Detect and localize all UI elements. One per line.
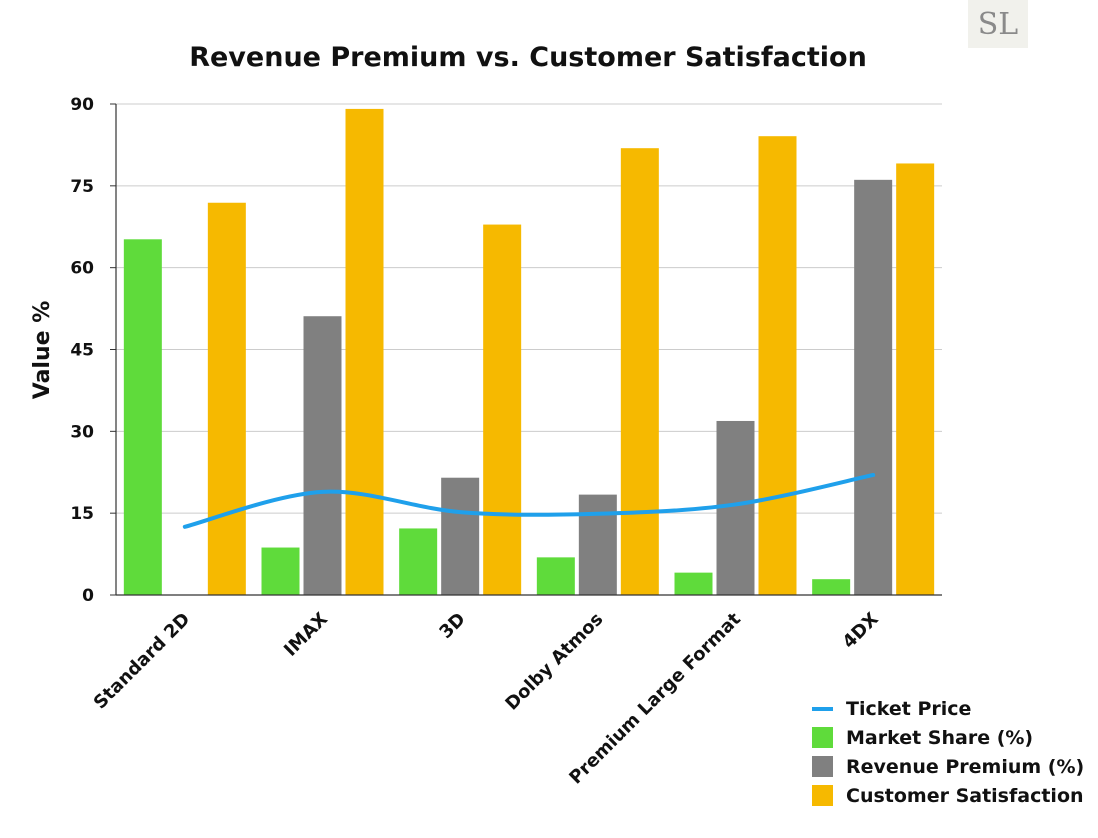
y-tick-label: 45 xyxy=(70,341,94,361)
bar xyxy=(441,477,480,595)
logo: SL xyxy=(968,0,1028,48)
y-tick-label: 15 xyxy=(70,504,94,524)
y-tick-label: 0 xyxy=(82,586,94,606)
bars xyxy=(123,108,935,596)
bar xyxy=(207,202,246,596)
legend-label: Market Share (%) xyxy=(846,726,1034,749)
legend: Ticket Price Market Share (%) Revenue Prem… xyxy=(812,694,1084,810)
legend-item: Customer Satisfaction xyxy=(812,781,1084,810)
bar xyxy=(620,148,659,595)
logo-text: SL xyxy=(977,6,1019,42)
bar xyxy=(261,547,300,595)
x-tick-label: 4DX xyxy=(839,609,883,653)
bar xyxy=(536,557,575,595)
legend-item: Market Share (%) xyxy=(812,723,1084,752)
y-tick-label: 90 xyxy=(70,95,94,115)
legend-item: Ticket Price xyxy=(812,694,1084,723)
x-tick-label: IMAX xyxy=(280,609,332,661)
legend-label: Ticket Price xyxy=(846,697,972,720)
axes xyxy=(115,104,942,596)
y-tick-label: 75 xyxy=(70,177,94,197)
ticket-price-line xyxy=(182,472,876,529)
y-tick-labels: 0 15 30 45 60 75 90 xyxy=(70,95,94,606)
bar xyxy=(854,179,893,596)
bar xyxy=(345,108,384,595)
bar xyxy=(399,528,438,595)
bar xyxy=(123,239,162,595)
chart-title: Revenue Premium vs. Customer Satisfactio… xyxy=(189,42,867,73)
legend-swatch xyxy=(812,785,833,806)
y-tick-label: 60 xyxy=(70,259,94,279)
bar xyxy=(758,136,797,595)
legend-item: Revenue Premium (%) xyxy=(812,752,1084,781)
bar xyxy=(578,494,617,595)
legend-label: Customer Satisfaction xyxy=(846,784,1084,807)
legend-label: Revenue Premium (%) xyxy=(846,755,1085,778)
x-tick-label: Dolby Atmos xyxy=(501,609,607,715)
x-tick-label: Standard 2D xyxy=(90,609,195,714)
bar xyxy=(483,224,522,595)
bar xyxy=(674,572,713,595)
legend-swatch xyxy=(812,727,833,748)
legend-swatch xyxy=(812,706,833,711)
ticket-price-series-line xyxy=(182,472,876,529)
bar xyxy=(896,163,935,595)
x-tick-label: 3D xyxy=(435,609,469,643)
y-axis-label: Value % xyxy=(30,301,55,400)
bar xyxy=(812,579,851,595)
legend-swatch xyxy=(812,756,833,777)
bar xyxy=(303,316,342,595)
y-tick-label: 30 xyxy=(70,422,94,442)
